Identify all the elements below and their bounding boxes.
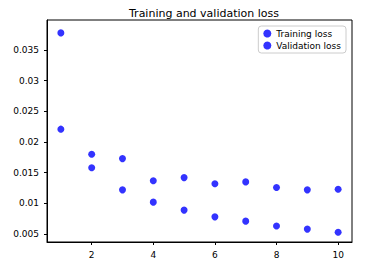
svg-text:Training and validation loss: Training and validation loss xyxy=(128,7,279,20)
svg-text:Validation loss: Validation loss xyxy=(276,41,341,51)
svg-text:0.015: 0.015 xyxy=(13,168,39,178)
svg-text:0.03: 0.03 xyxy=(19,76,39,86)
svg-text:0.005: 0.005 xyxy=(13,229,39,239)
svg-text:2: 2 xyxy=(89,250,95,260)
svg-text:4: 4 xyxy=(150,250,156,260)
svg-text:0.02: 0.02 xyxy=(19,137,39,147)
svg-text:0.01: 0.01 xyxy=(19,198,39,208)
svg-text:Training loss: Training loss xyxy=(275,29,332,39)
svg-text:0.025: 0.025 xyxy=(13,106,39,116)
svg-text:8: 8 xyxy=(274,250,280,260)
svg-text:10: 10 xyxy=(332,250,344,260)
svg-text:0.035: 0.035 xyxy=(13,45,39,55)
svg-text:6: 6 xyxy=(212,250,218,260)
